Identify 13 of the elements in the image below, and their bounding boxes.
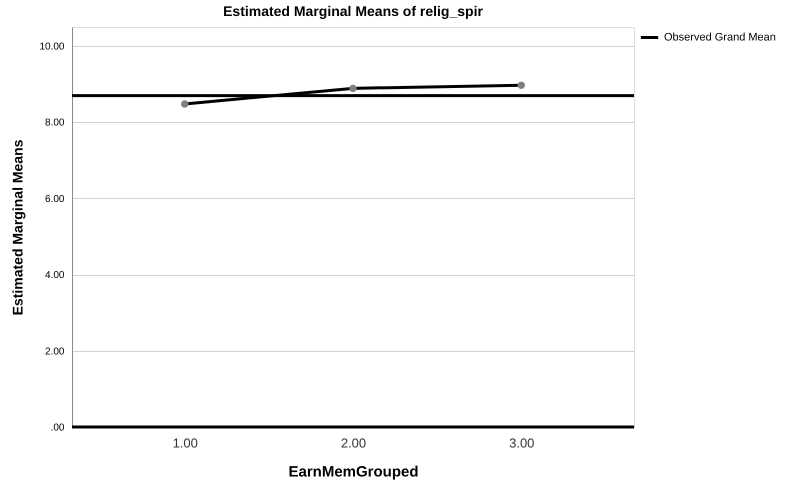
y-tick-label: 2.00 <box>45 346 65 358</box>
y-tick-label: 6.00 <box>45 194 65 205</box>
legend-label: Observed Grand Mean <box>664 32 776 44</box>
x-tick-label: 1.00 <box>172 436 198 450</box>
y-tick-label: 10.00 <box>39 42 65 53</box>
y-tick-label: .00 <box>50 422 65 434</box>
x-tick-label: 3.00 <box>509 436 534 450</box>
x-axis-title: EarnMemGrouped <box>288 464 419 480</box>
x-tick-label: 2.00 <box>340 436 366 450</box>
y-axis-title: Estimated Marginal Means <box>9 139 26 316</box>
y-tick-label: 4.00 <box>45 270 65 282</box>
y-tick-label: 8.00 <box>45 118 65 129</box>
chart-title: Estimated Marginal Means of relig_spir <box>223 3 484 19</box>
